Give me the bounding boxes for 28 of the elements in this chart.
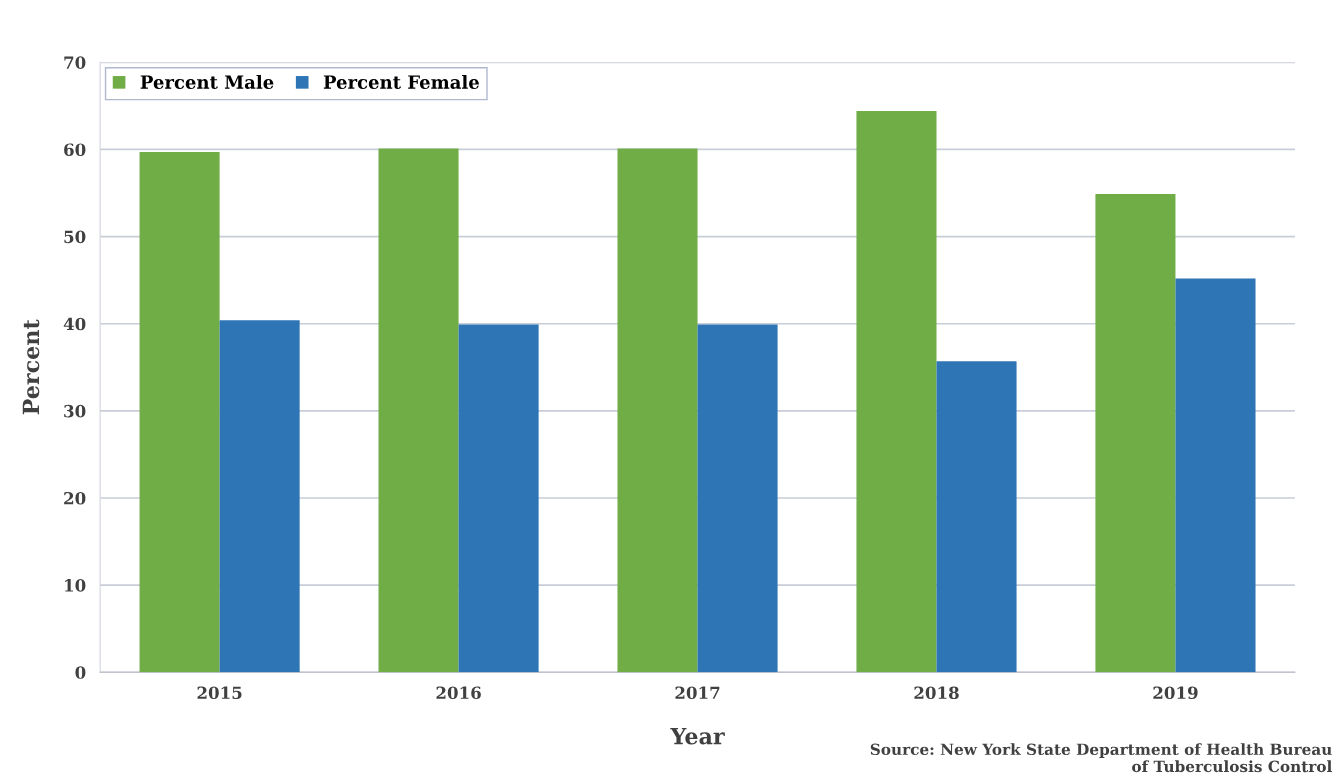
bar [697, 324, 778, 673]
bar [1095, 193, 1176, 673]
x-tick-label: 2015 [197, 686, 242, 700]
bar [856, 111, 937, 673]
bar [139, 152, 220, 673]
source-note: Source: New York State Department of Health Bureau of Tuberculosis Control [870, 743, 1332, 773]
x-tick-label: 2016 [436, 686, 481, 700]
bar [219, 320, 300, 673]
y-axis-title: Percent [22, 319, 40, 415]
legend-label: Percent Female [323, 74, 479, 89]
y-tick-label: 10 [65, 579, 86, 592]
y-tick-label: 30 [64, 404, 86, 418]
x-tick-label: 2017 [675, 686, 720, 700]
bar [458, 324, 539, 673]
x-axis-title: Year [670, 727, 725, 745]
x-tick-label: 2019 [1153, 686, 1198, 700]
bar [936, 361, 1017, 673]
y-tick-label: 0 [75, 666, 86, 679]
y-tick-label: 20 [64, 491, 86, 505]
bar [617, 148, 698, 673]
y-tick-label: 60 [64, 143, 86, 157]
bar [378, 148, 459, 673]
x-tick-label: 2018 [914, 686, 959, 700]
y-tick-label: 50 [64, 230, 86, 244]
bar [1175, 278, 1256, 673]
y-tick-label: 40 [63, 317, 86, 331]
legend-label: Percent Male [140, 74, 274, 89]
y-tick-label: 70 [64, 56, 86, 69]
